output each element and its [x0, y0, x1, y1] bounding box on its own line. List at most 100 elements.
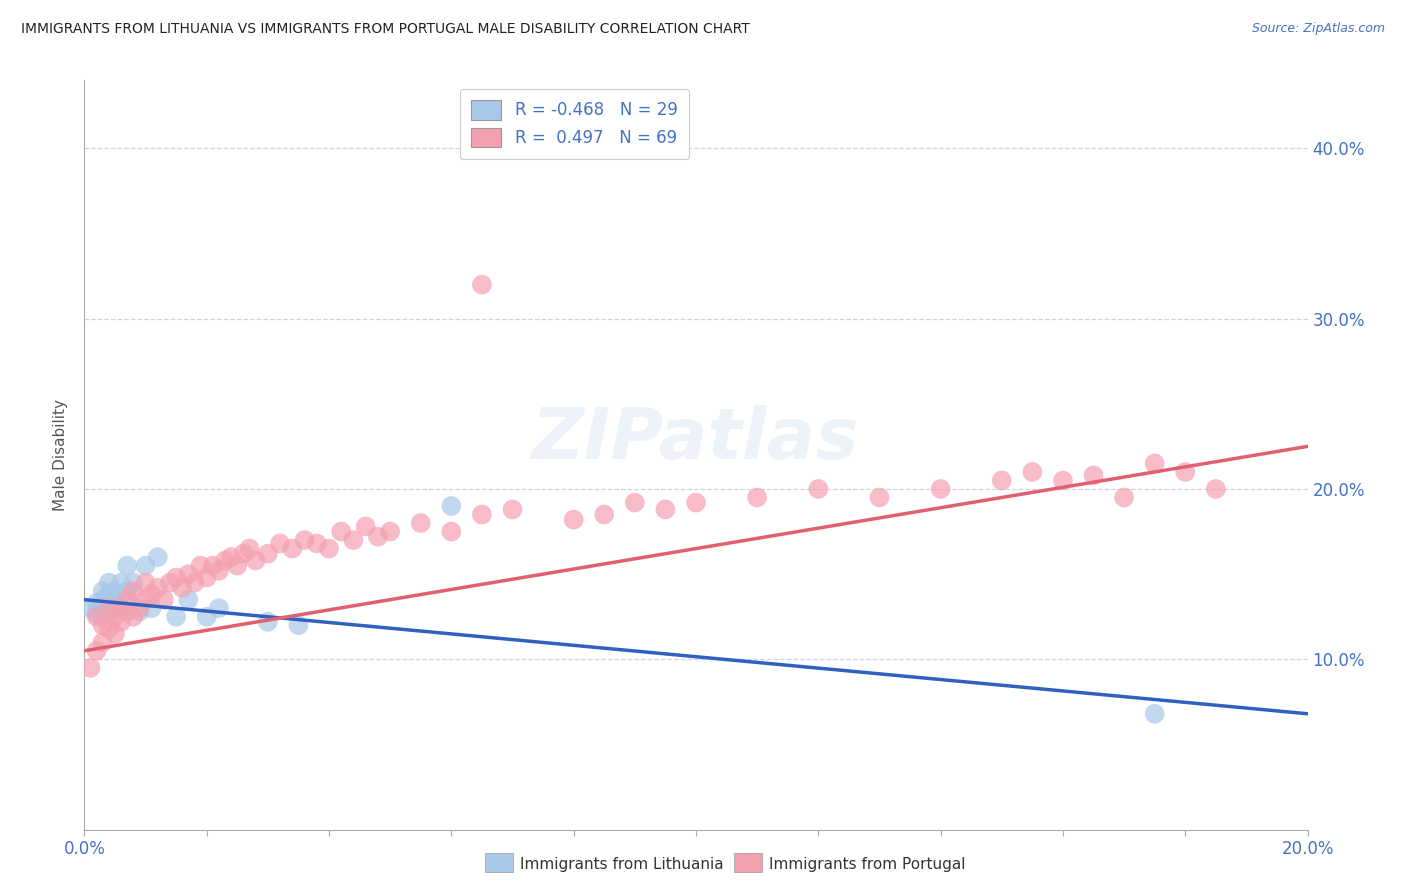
Point	[165, 609, 187, 624]
Point	[367, 530, 389, 544]
Point	[122, 609, 145, 624]
Point	[104, 584, 127, 599]
Point	[122, 575, 145, 590]
Point	[86, 609, 108, 624]
Point	[115, 558, 138, 573]
Point	[287, 618, 309, 632]
Point	[869, 491, 891, 505]
Point	[1052, 474, 1074, 488]
Point	[654, 502, 676, 516]
Point	[294, 533, 316, 547]
Point	[318, 541, 340, 556]
Y-axis label: Male Disability: Male Disability	[53, 399, 69, 511]
Point	[91, 609, 114, 624]
Point	[354, 519, 377, 533]
Point	[245, 553, 267, 567]
Text: Immigrants from Lithuania: Immigrants from Lithuania	[520, 857, 724, 872]
Point	[257, 547, 280, 561]
Point	[440, 499, 463, 513]
Point	[471, 277, 494, 292]
Point	[1205, 482, 1227, 496]
Point	[195, 609, 218, 624]
Point	[135, 558, 157, 573]
Point	[115, 605, 138, 619]
Point	[110, 575, 132, 590]
Point	[165, 570, 187, 584]
Point	[342, 533, 364, 547]
Point	[110, 601, 132, 615]
Point	[1143, 706, 1166, 721]
Point	[330, 524, 353, 539]
Point	[232, 547, 254, 561]
Point	[1083, 468, 1105, 483]
Text: Immigrants from Portugal: Immigrants from Portugal	[769, 857, 966, 872]
Point	[79, 661, 101, 675]
Text: IMMIGRANTS FROM LITHUANIA VS IMMIGRANTS FROM PORTUGAL MALE DISABILITY CORRELATIO: IMMIGRANTS FROM LITHUANIA VS IMMIGRANTS …	[21, 22, 749, 37]
Point	[79, 601, 101, 615]
Point	[177, 567, 200, 582]
Point	[122, 584, 145, 599]
Point	[208, 564, 231, 578]
Point	[104, 626, 127, 640]
Point	[1143, 457, 1166, 471]
Point	[219, 550, 242, 565]
Point	[1174, 465, 1197, 479]
Point	[991, 474, 1014, 488]
Point	[929, 482, 952, 496]
Point	[685, 495, 707, 509]
Point	[190, 558, 212, 573]
Point	[135, 592, 157, 607]
Point	[380, 524, 402, 539]
Point	[141, 601, 163, 615]
Point	[593, 508, 616, 522]
Text: ZIPatlas: ZIPatlas	[533, 406, 859, 475]
Point	[257, 615, 280, 629]
Point	[208, 601, 231, 615]
Point	[1114, 491, 1136, 505]
Point	[624, 495, 647, 509]
Point	[238, 541, 260, 556]
Point	[195, 570, 218, 584]
Point	[104, 609, 127, 624]
Point	[146, 550, 169, 565]
Point	[172, 581, 194, 595]
Point	[91, 592, 114, 607]
Point	[159, 575, 181, 590]
Point	[110, 601, 132, 615]
Point	[502, 502, 524, 516]
Point	[104, 592, 127, 607]
Point	[214, 553, 236, 567]
Point	[153, 592, 176, 607]
Point	[128, 605, 150, 619]
Point	[86, 644, 108, 658]
Point	[409, 516, 432, 530]
Point	[201, 558, 224, 573]
Point	[281, 541, 304, 556]
Point	[115, 584, 138, 599]
Point	[97, 601, 120, 615]
Point	[91, 584, 114, 599]
Point	[177, 592, 200, 607]
Point	[141, 588, 163, 602]
Point	[97, 575, 120, 590]
Point	[110, 615, 132, 629]
Point	[91, 635, 114, 649]
Point	[135, 575, 157, 590]
Point	[269, 536, 291, 550]
Point	[305, 536, 328, 550]
Point	[97, 622, 120, 636]
Point	[562, 513, 585, 527]
Point	[747, 491, 769, 505]
Point	[1021, 465, 1043, 479]
Point	[97, 588, 120, 602]
Point	[104, 598, 127, 612]
Point	[440, 524, 463, 539]
Point	[471, 508, 494, 522]
Point	[807, 482, 830, 496]
Point	[86, 607, 108, 621]
Point	[146, 581, 169, 595]
Point	[226, 558, 249, 573]
Point	[115, 592, 138, 607]
Legend: R = -0.468   N = 29, R =  0.497   N = 69: R = -0.468 N = 29, R = 0.497 N = 69	[460, 88, 689, 159]
Point	[128, 601, 150, 615]
